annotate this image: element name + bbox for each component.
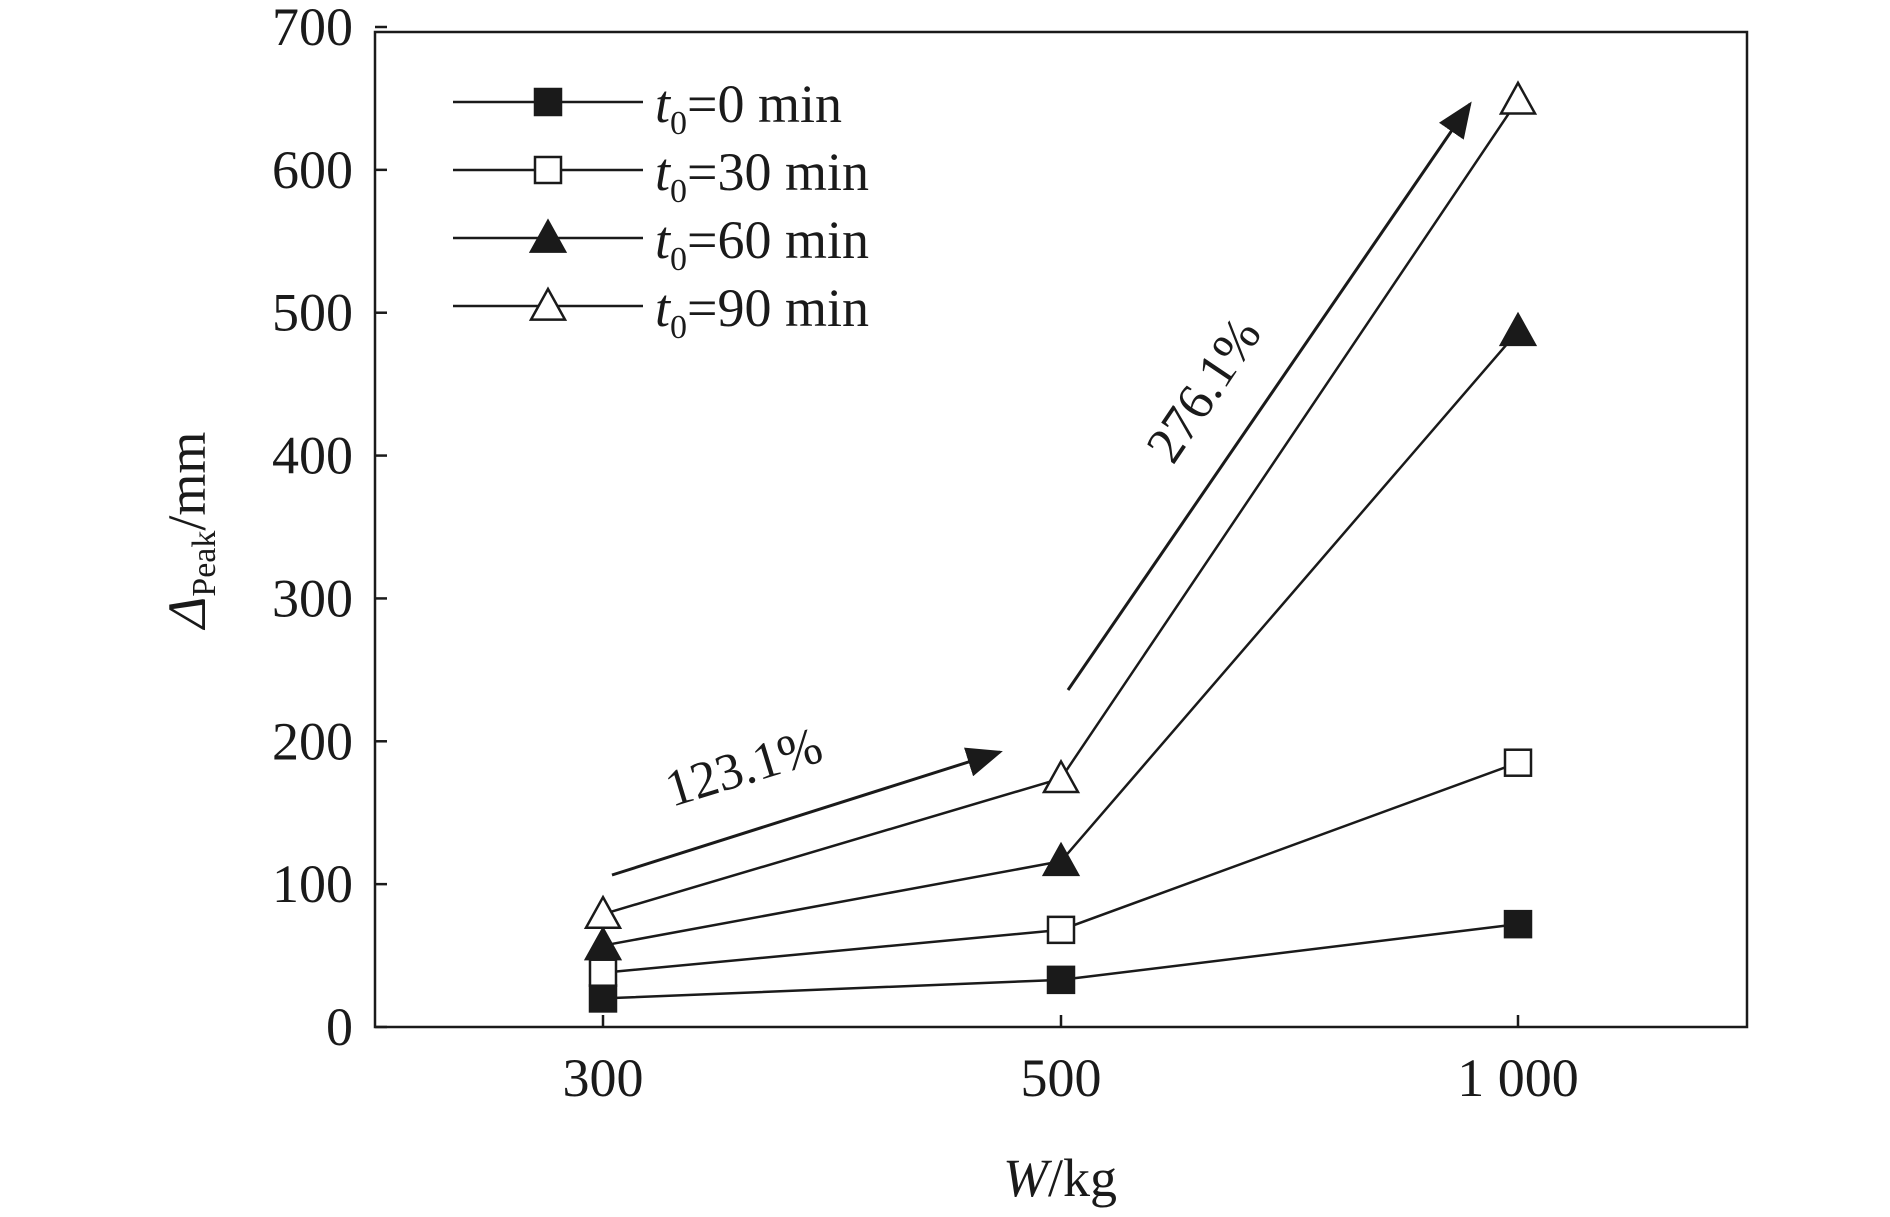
series-1 bbox=[588, 748, 1533, 987]
series-0 bbox=[588, 909, 1533, 1013]
plot-frame bbox=[373, 30, 1749, 1029]
data-point bbox=[583, 925, 623, 961]
legend-marker bbox=[528, 286, 568, 321]
legend-item: t0=30 min bbox=[453, 142, 869, 210]
data-point bbox=[1503, 909, 1533, 939]
data-point bbox=[1046, 915, 1076, 945]
legend-item: t0=60 min bbox=[453, 210, 869, 278]
legend-label: t0=30 min bbox=[655, 142, 869, 210]
data-point bbox=[588, 958, 618, 987]
data-point bbox=[1041, 758, 1081, 794]
legend-label: t0=0 min bbox=[655, 74, 842, 142]
y-tick-label: 600 bbox=[272, 140, 353, 200]
x-axis-title: W/kg bbox=[1003, 1148, 1117, 1208]
y-tick-label: 0 bbox=[326, 997, 353, 1057]
data-point bbox=[1498, 311, 1538, 347]
y-tick-label: 400 bbox=[272, 426, 353, 486]
legend-marker bbox=[533, 155, 563, 185]
data-point bbox=[1498, 80, 1538, 115]
legend-label: t0=90 min bbox=[655, 278, 869, 346]
y-tick-label: 500 bbox=[272, 283, 353, 343]
legend-label: t0=60 min bbox=[655, 210, 869, 278]
x-tick-label: 300 bbox=[563, 1048, 644, 1108]
x-axis: 300 500 1 000 bbox=[563, 1015, 1579, 1108]
y-axis: 0 100 200 300 400 500 600 700 bbox=[272, 0, 387, 1057]
annotation-label-123: 123.1% bbox=[659, 717, 829, 818]
y-tick-label: 300 bbox=[272, 568, 353, 628]
legend-item: t0=90 min bbox=[453, 278, 869, 346]
annotation-276: 276.1% bbox=[1066, 101, 1472, 691]
x-tick-label: 500 bbox=[1021, 1048, 1102, 1108]
legend-marker bbox=[528, 218, 568, 253]
x-tick-label: 1 000 bbox=[1457, 1048, 1579, 1108]
data-point bbox=[1503, 748, 1533, 777]
y-axis-title: ΔPeak/mm bbox=[157, 432, 223, 631]
legend-item: t0=0 min bbox=[453, 74, 842, 142]
annotation-arrow-123 bbox=[611, 747, 1003, 877]
series-3 bbox=[583, 80, 1538, 929]
legend-marker bbox=[533, 87, 563, 117]
y-tick-label: 100 bbox=[272, 854, 353, 914]
annotation-arrow-276 bbox=[1066, 101, 1472, 691]
annotation-123: 123.1% bbox=[611, 717, 1003, 877]
y-tick-label: 200 bbox=[272, 711, 353, 771]
data-point bbox=[1046, 965, 1076, 995]
series-2 bbox=[583, 311, 1538, 961]
data-point bbox=[588, 984, 618, 1013]
series-layer bbox=[583, 80, 1538, 1013]
annotation-label-276: 276.1% bbox=[1136, 308, 1273, 473]
y-tick-label: 700 bbox=[272, 0, 353, 57]
data-point bbox=[1041, 841, 1081, 877]
data-point bbox=[583, 894, 623, 929]
